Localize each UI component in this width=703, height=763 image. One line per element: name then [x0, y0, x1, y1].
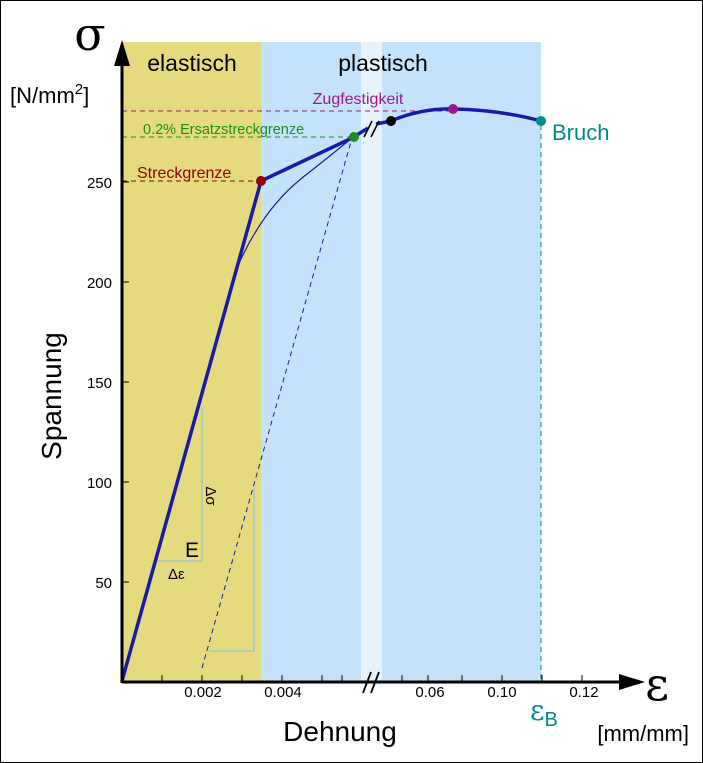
x-tick-label: 0.10 — [487, 684, 516, 701]
x-axis-arrow — [619, 674, 645, 690]
rounded-curve — [236, 137, 353, 269]
plastic-region-right — [382, 42, 541, 682]
bruch-label: Bruch — [552, 120, 609, 145]
y-tick-label: 200 — [87, 275, 112, 292]
region-label-plastic: plastisch — [338, 50, 427, 76]
break-band — [361, 42, 382, 682]
zugfestigkeit-point — [448, 104, 458, 114]
x-axis-symbol: ε — [645, 657, 669, 711]
ersatzstreckgrenze-label: 0.2% Ersatzstreckgrenze — [143, 122, 304, 138]
streckgrenze-point — [256, 176, 266, 186]
elastic-region — [122, 42, 261, 682]
y-axis-unit: [N/mm2] — [10, 81, 89, 108]
modulus-label: E — [185, 539, 199, 562]
y-tick-label: 250 — [87, 175, 112, 192]
offset-line — [201, 137, 353, 669]
x-tick-label: 0.002 — [184, 684, 222, 701]
bruch-strain-label: εB — [530, 694, 558, 731]
x-axis-title: Dehnung — [283, 716, 397, 747]
bruch-point — [536, 116, 546, 126]
x-tick-label: 0.004 — [264, 684, 302, 701]
transition-point — [386, 116, 396, 126]
delta-sigma-label: Δσ — [202, 486, 219, 506]
y-tick-label: 50 — [95, 575, 112, 592]
streckgrenze-label: Streckgrenze — [137, 165, 231, 182]
y-tick-labels: 250 200 150 100 50 — [87, 175, 112, 592]
ersatzstreckgrenze-point — [349, 132, 359, 142]
axis-break-marks — [362, 671, 380, 694]
x-tick-labels: 0.002 0.004 0.06 0.10 0.12 — [184, 684, 598, 701]
zugfestigkeit-label: Zugfestigkeit — [313, 91, 404, 108]
y-unit-exponent: 2 — [75, 81, 83, 98]
axes — [120, 60, 625, 684]
x-tick-label: 0.12 — [569, 684, 598, 701]
region-label-elastic: elastisch — [147, 50, 236, 76]
curve-break-marks — [363, 120, 380, 138]
delta-epsilon-label: Δε — [168, 566, 185, 583]
y-tick-label: 100 — [87, 475, 112, 492]
reference-lines — [122, 110, 542, 682]
modulus-triangles — [155, 407, 255, 652]
y-axis-arrow — [114, 40, 130, 66]
y-axis-symbol: σ — [74, 7, 105, 61]
x-axis-unit: [mm/mm] — [597, 721, 689, 746]
plastic-region-left — [261, 42, 361, 682]
y-axis-title: Spannung — [36, 332, 67, 460]
x-tick-label: 0.06 — [415, 684, 444, 701]
y-tick-label: 150 — [87, 375, 112, 392]
